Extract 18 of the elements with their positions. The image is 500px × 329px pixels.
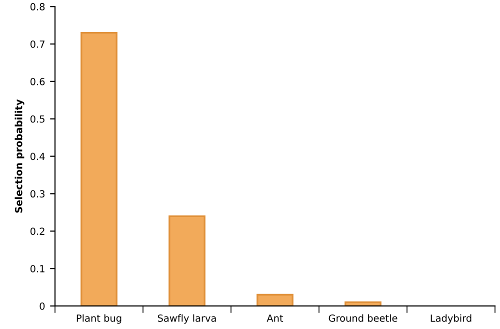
y-tick-label: 0.5 [30,115,44,123]
y-tick-label: 0.8 [30,3,45,10]
x-tick-label: Ant [266,314,284,322]
x-tick-label: Ground beetle [328,314,398,322]
y-tick-label: 0 [40,302,45,310]
y-tick-label: 0.6 [30,78,45,86]
y-tick-label: 0.2 [30,228,44,235]
x-tick-label: Plant bug [76,314,122,324]
bar [256,294,294,306]
y-axis-title: Selection probability [14,99,24,213]
x-tick-label: Sawfly larva [158,314,216,324]
y-tick-label: 0.1 [30,265,44,272]
y-tick-label: 0.4 [30,152,45,160]
y-tick-label: 0.3 [30,190,44,198]
bar [168,215,206,306]
bar [80,32,118,306]
x-tick-label: Ladybird [430,314,472,324]
y-tick-label: 0.7 [30,40,44,48]
